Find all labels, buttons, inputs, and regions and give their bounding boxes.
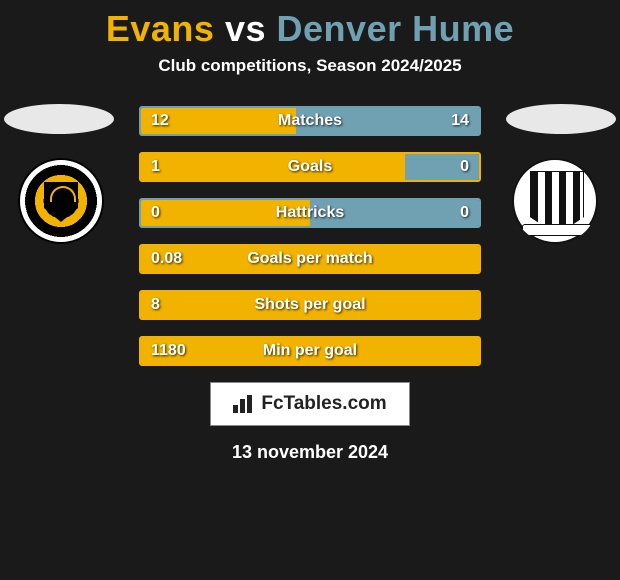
- stat-row: 12 Matches 14: [139, 106, 481, 136]
- club-crest-right: [512, 158, 598, 244]
- grimsby-crest-icon: [512, 158, 598, 244]
- stat-value-left: 0.08: [151, 250, 182, 268]
- player-silhouette-left: [4, 104, 114, 134]
- stat-value-right: 0: [460, 204, 469, 222]
- stat-label: Goals per match: [247, 250, 372, 268]
- stat-label: Shots per goal: [254, 296, 365, 314]
- stat-value-left: 12: [151, 112, 169, 130]
- bar-chart-icon: [233, 395, 255, 413]
- stat-label: Goals: [288, 158, 332, 176]
- stat-label: Hattricks: [276, 204, 344, 222]
- club-crest-left: [18, 158, 104, 244]
- stat-value-left: 1180: [151, 342, 186, 360]
- stat-value-left: 8: [151, 296, 160, 314]
- title-player-left: Evans: [106, 8, 215, 49]
- stat-row: 1 Goals 0: [139, 152, 481, 182]
- stat-value-left: 0: [151, 204, 160, 222]
- title-player-right: Denver Hume: [277, 8, 515, 49]
- stat-row: 0.08 Goals per match: [139, 244, 481, 274]
- stat-row: 8 Shots per goal: [139, 290, 481, 320]
- stat-row: 0 Hattricks 0: [139, 198, 481, 228]
- stat-value-left: 1: [151, 158, 160, 176]
- subtitle: Club competitions, Season 2024/2025: [0, 56, 620, 76]
- source-badge-text: FcTables.com: [261, 393, 386, 415]
- bar-fill-left: [141, 154, 405, 180]
- stat-bars: 12 Matches 14 1 Goals 0 0 Hattricks 0 0.08 Goals p…: [139, 106, 481, 366]
- stat-label: Matches: [278, 112, 342, 130]
- comparison-panel: 12 Matches 14 1 Goals 0 0 Hattricks 0 0.08 Goals p…: [0, 106, 620, 463]
- title-vs: vs: [225, 8, 266, 49]
- stat-value-right: 0: [460, 158, 469, 176]
- stat-row: 1180 Min per goal: [139, 336, 481, 366]
- newport-crest-icon: [18, 158, 104, 244]
- stat-value-right: 14: [451, 112, 469, 130]
- page-title: Evans vs Denver Hume: [0, 0, 620, 50]
- stat-label: Min per goal: [263, 342, 357, 360]
- player-silhouette-right: [506, 104, 616, 134]
- date-label: 13 november 2024: [0, 442, 620, 463]
- source-badge: FcTables.com: [210, 382, 410, 426]
